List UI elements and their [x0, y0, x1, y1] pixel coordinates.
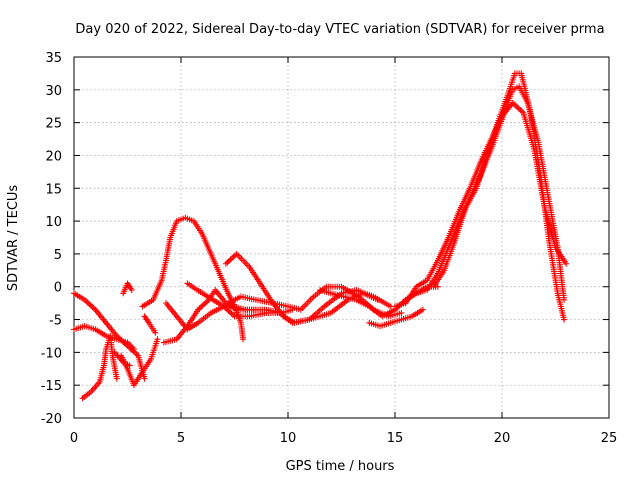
x-tick-label: 10 [280, 431, 297, 446]
data-point [230, 253, 237, 260]
x-axis-label: GPS time / hours [286, 459, 395, 474]
series-track-b [71, 323, 137, 353]
series-track-i [222, 250, 394, 326]
y-tick-label: -15 [41, 379, 62, 394]
data-point [561, 316, 568, 323]
y-tick-label: -5 [49, 314, 62, 329]
y-tick-label: 30 [45, 84, 62, 99]
series-track-c [79, 332, 120, 402]
series-track-g [184, 280, 381, 326]
data-point [563, 260, 570, 267]
data-point [89, 303, 96, 310]
data-point [227, 256, 234, 263]
data-point [90, 305, 97, 312]
grid-layer [74, 57, 609, 418]
data-point [128, 287, 135, 294]
data-point [201, 301, 208, 308]
data-point [225, 257, 232, 264]
data-point [199, 302, 206, 309]
data-point [398, 309, 405, 316]
data-point [228, 310, 235, 317]
series-track-k [111, 349, 133, 369]
x-tick-label: 25 [601, 431, 618, 446]
x-tick-label: 0 [70, 431, 78, 446]
data-point [141, 375, 148, 382]
data-point [202, 299, 209, 306]
data-point [113, 375, 120, 382]
chart-title: Day 020 of 2022, Sidereal Day-to-day VTE… [75, 22, 604, 37]
y-tick-label: 20 [45, 149, 62, 164]
data-point [154, 336, 161, 343]
series-track-p [392, 99, 570, 310]
x-tick-label: 15 [387, 431, 404, 446]
y-tick-label: 10 [45, 215, 62, 230]
data-point [87, 302, 94, 309]
data-point [84, 299, 91, 306]
data-point [198, 303, 205, 310]
y-tick-label: 25 [45, 117, 62, 132]
data-point [196, 305, 203, 312]
x-tick-label: 5 [177, 431, 185, 446]
data-point [517, 106, 524, 113]
y-tick-label: 15 [45, 182, 62, 197]
data-point [126, 362, 133, 369]
series-track-l [120, 280, 135, 297]
x-tick-label: 20 [494, 431, 511, 446]
data-point [514, 104, 521, 111]
y-tick-label: 0 [54, 281, 62, 296]
data-point [229, 255, 236, 262]
y-axis-label: SDTVAR / TECUs [6, 185, 21, 292]
series-track-m [141, 313, 159, 336]
data-point [86, 301, 93, 308]
series-track-r [430, 70, 568, 323]
y-tick-label: 5 [54, 248, 62, 263]
data-point [130, 346, 137, 353]
data-point [240, 336, 247, 343]
y-tick-label: -10 [41, 346, 62, 361]
data-point [515, 105, 522, 112]
y-tick-label: -20 [41, 412, 62, 427]
data-point [224, 259, 231, 266]
data-point [419, 306, 426, 313]
data-point [222, 260, 229, 267]
data-point [152, 329, 159, 336]
tick-layer: 0 5 10 15 20 25 -20 -15 -10 -5 0 5 10 15 20 25 30 35 [41, 51, 618, 446]
y-tick-label: 35 [45, 51, 62, 66]
data-points-layer [71, 70, 570, 402]
data-point [226, 309, 233, 316]
plot-frame [73, 56, 610, 419]
data-point [132, 349, 139, 356]
series-track-n [366, 306, 426, 330]
data-point [512, 102, 519, 109]
